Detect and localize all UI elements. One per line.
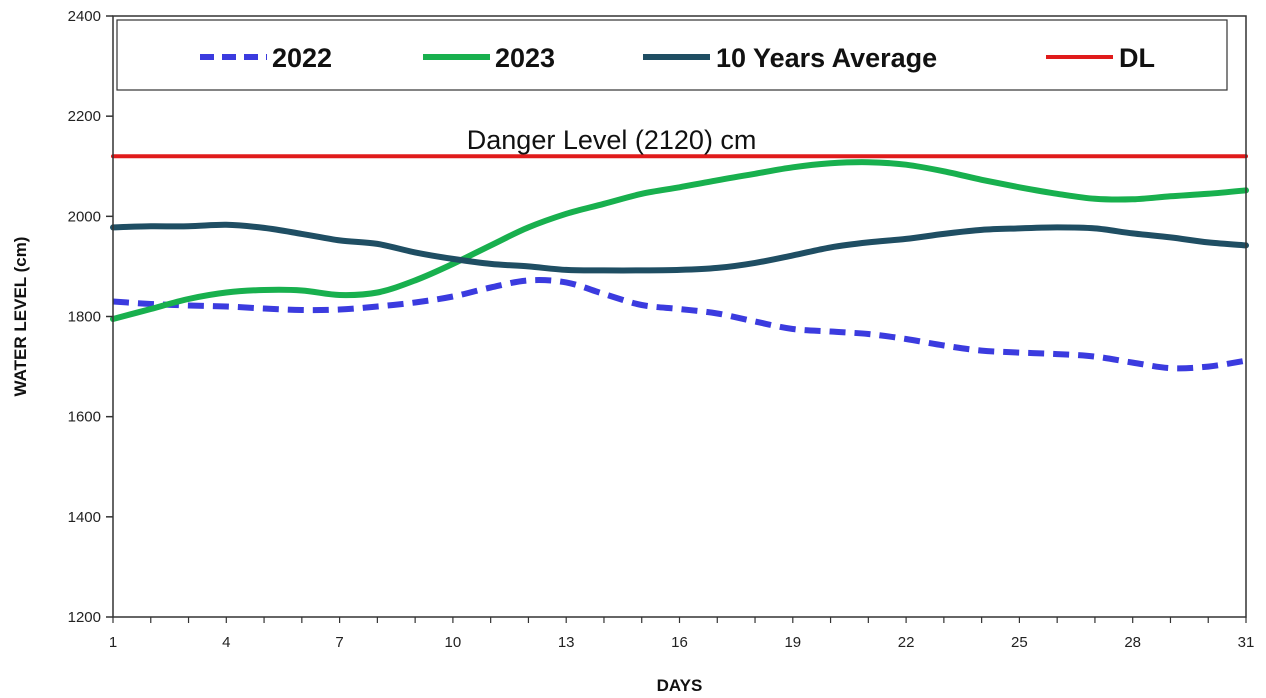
danger-level-annotation: Danger Level (2120) cm: [467, 125, 757, 155]
y-tick-label: 1200: [68, 609, 101, 626]
y-tick-label: 2200: [68, 108, 101, 125]
y-tick-label: 1400: [68, 509, 101, 526]
x-tick-label: 19: [784, 634, 801, 651]
x-axis-title: DAYS: [657, 676, 703, 695]
legend-label-2022: 2022: [272, 43, 332, 73]
chart-series-group: [110, 154, 1249, 372]
x-tick-label: 10: [445, 634, 462, 651]
y-tick-label: 1600: [68, 409, 101, 426]
chart-legend: 2022 2023 10 Years Average DL: [116, 19, 1228, 91]
y-tick-label: 2400: [68, 8, 101, 25]
x-tick-label: 1: [109, 634, 117, 651]
y-tick-label: 2000: [68, 208, 101, 225]
series-line-2023: [110, 159, 1249, 322]
legend-label-10-years-average: 10 Years Average: [716, 43, 937, 73]
x-tick-label: 25: [1011, 634, 1028, 651]
x-tick-label: 16: [671, 634, 688, 651]
legend-label-2023: 2023: [495, 43, 555, 73]
y-tick-label: 1800: [68, 309, 101, 326]
x-tick-label: 7: [335, 634, 343, 651]
x-tick-label: 4: [222, 634, 230, 651]
x-tick-label: 28: [1124, 634, 1141, 651]
x-tick-label: 31: [1238, 634, 1255, 651]
x-tick-label: 13: [558, 634, 575, 651]
legend-label-dl: DL: [1119, 43, 1155, 73]
x-tick-label: 22: [898, 634, 915, 651]
series-line-10-years-average: [110, 221, 1249, 274]
chart-axes: 1200 1400 1600 1800 2000 2200 2400 1 4 7 10 13 16 19 2…: [68, 8, 1255, 651]
series-line-2022: [112, 277, 1247, 372]
y-axis-title: WATER LEVEL (cm): [11, 237, 30, 397]
